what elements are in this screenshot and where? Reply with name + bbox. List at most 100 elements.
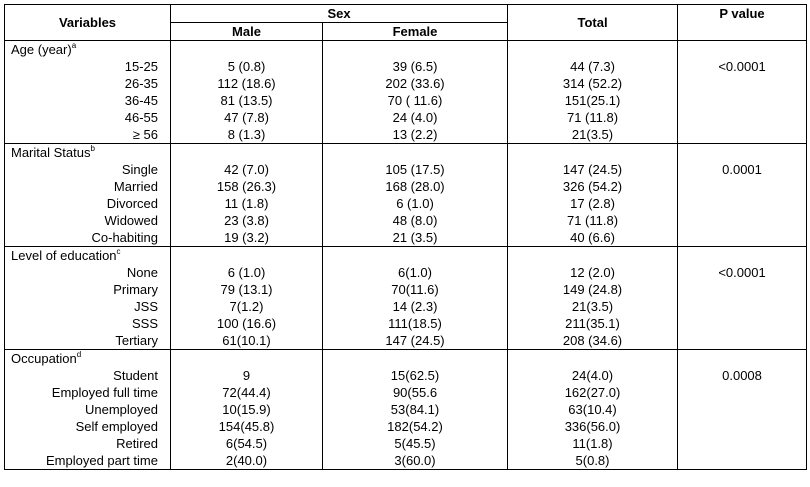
footnote-mark: c (116, 247, 121, 256)
male-cell: 10(15.9) (170, 401, 323, 418)
empty-cell (170, 40, 323, 58)
empty-cell (321, 143, 509, 161)
section-label: Level of educationc (4, 246, 171, 264)
male-cell: 72(44.4) (170, 384, 323, 401)
row-label: Married (4, 178, 171, 195)
section-label-text: Occupation (11, 351, 77, 366)
row-label: Tertiary (4, 332, 171, 350)
data-row: Tertiary 61(10.1) 147 (24.5) 208 (34.6) (4, 332, 808, 350)
empty-cell (321, 40, 509, 58)
header-cell: Female (321, 22, 509, 41)
section-label-text: Level of education (11, 248, 117, 263)
total-cell: 211(35.1) (507, 315, 679, 332)
empty-cell (677, 298, 808, 315)
section-label-text: Age (year) (11, 42, 72, 57)
data-row: 46-55 47 (7.8) 24 (4.0) 71 (11.8) (4, 109, 808, 126)
row-label: None (4, 264, 171, 281)
empty-cell (677, 315, 808, 332)
female-cell: 70(11.6) (321, 281, 509, 298)
header-cell: Total (507, 4, 679, 41)
empty-cell (507, 349, 679, 367)
row-label: Employed part time (4, 452, 171, 470)
footnote-mark: d (76, 350, 82, 359)
data-row: Single 42 (7.0) 105 (17.5) 147 (24.5) 0.0001 (4, 161, 808, 178)
male-cell: 6(54.5) (170, 435, 323, 452)
section-label: Occupationd (4, 349, 171, 367)
empty-cell (170, 349, 323, 367)
row-label: Single (4, 161, 171, 178)
female-cell: 168 (28.0) (321, 178, 509, 195)
empty-cell (321, 246, 509, 264)
row-label: Employed full time (4, 384, 171, 401)
male-cell: 19 (3.2) (170, 229, 323, 247)
male-cell: 79 (13.1) (170, 281, 323, 298)
data-row: Divorced 11 (1.8) 6 (1.0) 17 (2.8) (4, 195, 808, 212)
empty-cell (170, 246, 323, 264)
female-cell: 39 (6.5) (321, 58, 509, 75)
female-cell: 5(45.5) (321, 435, 509, 452)
row-label: JSS (4, 298, 171, 315)
data-table: Variables Sex Total P value Male Female … (4, 4, 808, 470)
empty-cell (677, 109, 808, 126)
female-cell: 90(55.6 (321, 384, 509, 401)
row-label: 46-55 (4, 109, 171, 126)
data-row: SSS 100 (16.6) 111(18.5) 211(35.1) (4, 315, 808, 332)
female-cell: 105 (17.5) (321, 161, 509, 178)
section-label: Marital Statusb (4, 143, 171, 161)
total-cell: 5(0.8) (507, 452, 679, 470)
male-cell: 7(1.2) (170, 298, 323, 315)
empty-cell (677, 195, 808, 212)
female-cell: 70 ( 11.6) (321, 92, 509, 109)
empty-cell (677, 178, 808, 195)
empty-cell (321, 349, 509, 367)
empty-cell (677, 75, 808, 92)
empty-cell (507, 246, 679, 264)
female-cell: 3(60.0) (321, 452, 509, 470)
female-cell: 202 (33.6) (321, 75, 509, 92)
data-row: Primary 79 (13.1) 70(11.6) 149 (24.8) (4, 281, 808, 298)
male-cell: 8 (1.3) (170, 126, 323, 144)
female-cell: 111(18.5) (321, 315, 509, 332)
data-row: Employed part time 2(40.0) 3(60.0) 5(0.8) (4, 452, 808, 470)
empty-cell (677, 92, 808, 109)
female-cell: 21 (3.5) (321, 229, 509, 247)
table-body: Age (year)a 15-25 5 (0.8) 39 (6.5) 44 (7.3) <… (4, 40, 808, 470)
total-cell: 314 (52.2) (507, 75, 679, 92)
total-cell: 12 (2.0) (507, 264, 679, 281)
header-row: Male Female (5, 22, 807, 41)
female-cell: 6 (1.0) (321, 195, 509, 212)
total-cell: 21(3.5) (507, 298, 679, 315)
total-cell: 40 (6.6) (507, 229, 679, 247)
row-label: Widowed (4, 212, 171, 229)
row-label: Co-habiting (4, 229, 171, 247)
female-cell: 13 (2.2) (321, 126, 509, 144)
female-cell: 6(1.0) (321, 264, 509, 281)
total-cell: 63(10.4) (507, 401, 679, 418)
male-cell: 11 (1.8) (170, 195, 323, 212)
total-cell: 147 (24.5) (507, 161, 679, 178)
total-cell: 21(3.5) (507, 126, 679, 144)
data-row: Married 158 (26.3) 168 (28.0) 326 (54.2) (4, 178, 808, 195)
male-cell: 100 (16.6) (170, 315, 323, 332)
header-cell: Male (170, 22, 323, 41)
data-row: 36-45 81 (13.5) 70 ( 11.6) 151(25.1) (4, 92, 808, 109)
empty-cell (677, 418, 808, 435)
data-row: Unemployed 10(15.9) 53(84.1) 63(10.4) (4, 401, 808, 418)
section-heading-row: Marital Statusb (4, 143, 808, 161)
empty-cell (677, 212, 808, 229)
row-label: 26-35 (4, 75, 171, 92)
empty-cell (677, 332, 808, 350)
male-cell: 23 (3.8) (170, 212, 323, 229)
section-heading-row: Level of educationc (4, 246, 808, 264)
data-row: 26-35 112 (18.6) 202 (33.6) 314 (52.2) (4, 75, 808, 92)
male-cell: 2(40.0) (170, 452, 323, 470)
male-cell: 9 (170, 367, 323, 384)
data-row: JSS 7(1.2) 14 (2.3) 21(3.5) (4, 298, 808, 315)
row-label: Primary (4, 281, 171, 298)
male-cell: 81 (13.5) (170, 92, 323, 109)
empty-cell (677, 435, 808, 452)
data-row: Self employed 154(45.8) 182(54.2) 336(56.0) (4, 418, 808, 435)
female-cell: 53(84.1) (321, 401, 509, 418)
empty-cell (677, 126, 808, 144)
